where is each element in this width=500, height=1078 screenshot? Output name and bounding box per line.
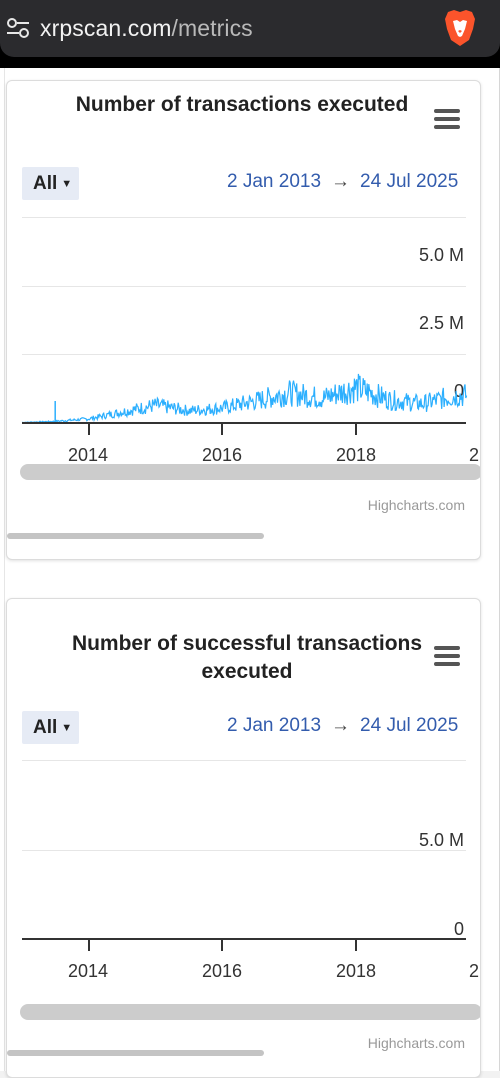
x-axis-line [22,938,466,940]
page-border-left [4,68,5,1071]
arrow-right-icon: → [331,171,351,192]
card-horizontal-scrollbar[interactable] [7,1050,264,1056]
x-tick [355,424,357,435]
gridline [22,760,466,761]
range-selector-button[interactable]: All ▼ [22,167,79,200]
transactions-series-line[interactable] [21,331,468,424]
chart-menu-icon[interactable] [434,646,460,666]
x-tick-label: 2016 [202,961,243,981]
x-tick-label: 2 [469,445,480,465]
date-to[interactable]: 24 Jul 2025 [360,715,459,736]
brave-lion-icon[interactable] [443,9,477,47]
x-tick [88,424,90,435]
chart-title: Number of successful transactions execut… [47,630,447,686]
y-tick-label: 0 [453,919,464,939]
highcharts-credits-link[interactable]: Highcharts.com [367,1035,465,1051]
y-tick-label: 5.0 M [418,830,464,850]
transactions-chart-card: Number of transactions executed All ▼ 2 J… [6,80,481,560]
x-tick-label: 2016 [202,445,243,465]
successful-transactions-chart-card: Number of successful transactions execut… [6,598,481,1078]
address-bar[interactable]: xrpscan.com/metrics [0,0,500,57]
x-tick-label: 2 [469,961,480,981]
caret-down-icon: ▼ [61,178,73,190]
x-tick-label: 2018 [336,961,377,981]
chart-navigator-scrollbar[interactable] [20,464,480,480]
card-horizontal-scrollbar[interactable] [7,533,264,539]
date-range: 2 Jan 2013 → 24 Jul 2025 [227,170,458,194]
series-path[interactable] [21,373,468,424]
x-tick [221,424,223,435]
highcharts-credits-link[interactable]: Highcharts.com [367,497,465,513]
chart-title: Number of transactions executed [75,93,409,116]
x-axis-line [22,422,466,424]
y-tick-label: 5.0 M [418,245,464,265]
gridline [22,286,466,287]
url-host: xrpscan.com [40,15,172,41]
browser-top-bar: xrpscan.com/metrics [0,0,500,68]
date-from[interactable]: 2 Jan 2013 [227,715,322,736]
x-tick [355,940,357,951]
y-tick-label: 0 [453,381,464,401]
range-selector-button[interactable]: All ▼ [22,711,79,744]
chart-navigator-scrollbar[interactable] [20,1004,480,1020]
site-settings-icon[interactable] [6,17,30,39]
range-button-label: All [33,173,58,194]
date-from[interactable]: 2 Jan 2013 [227,171,322,192]
date-range: 2 Jan 2013 → 24 Jul 2025 [227,714,458,738]
gridline [22,354,466,355]
chart-menu-icon[interactable] [434,109,460,129]
gridline [22,217,466,218]
url-path: /metrics [171,15,253,41]
range-button-label: All [33,717,58,738]
arrow-right-icon: → [331,715,351,736]
caret-down-icon: ▼ [61,722,73,734]
gridline [22,850,466,851]
x-tick-label: 2018 [336,445,377,465]
x-tick-label: 2014 [68,445,109,465]
x-tick [221,940,223,951]
x-tick [88,940,90,951]
date-to[interactable]: 24 Jul 2025 [360,171,459,192]
url-text[interactable]: xrpscan.com/metrics [40,14,253,42]
chart-title-line1: Number of successful transactions [71,632,423,655]
y-tick-label: 2.5 M [418,313,464,333]
chart-title-line2: executed [201,660,293,683]
x-tick-label: 2014 [68,961,109,981]
page-content: Number of transactions executed All ▼ 2 J… [0,68,500,1078]
